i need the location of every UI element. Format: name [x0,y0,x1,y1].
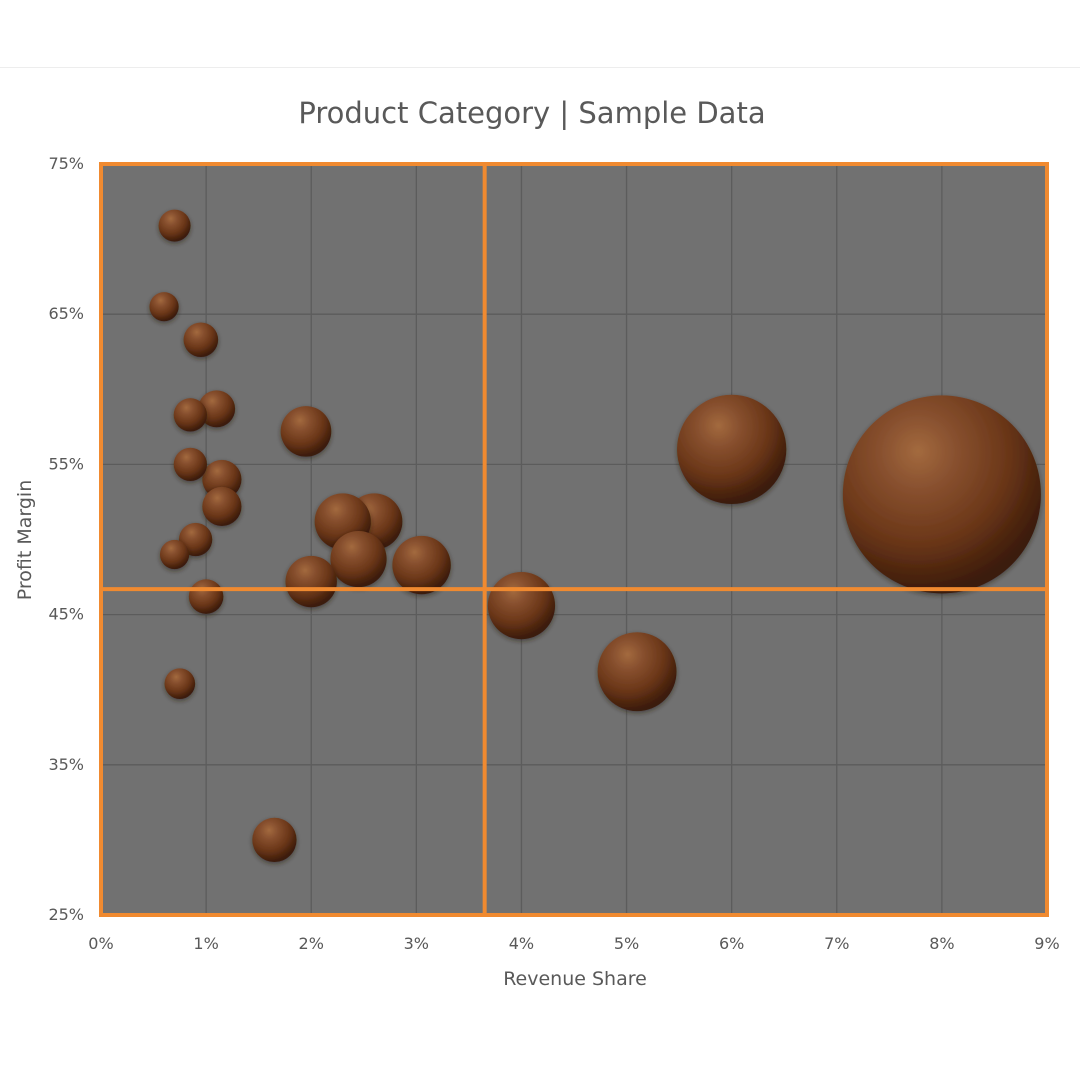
bubble-point [173,398,207,432]
bubble-point [198,390,236,428]
y-tick-label: 55% [48,454,84,473]
bubble-point [202,486,242,527]
x-tick-label: 6% [719,934,744,953]
y-axis-ticks: 25% 35% 45% 55% 65% 75% [48,154,84,924]
x-tick-label: 7% [824,934,849,953]
bubble-point [392,535,451,595]
chart-title: Product Category | Sample Data [298,96,765,130]
y-axis-label: Profit Margin [14,480,36,601]
bubble-point [677,394,787,505]
bubble-point [285,555,337,608]
bubble-point [164,668,196,700]
bubble-point [202,459,242,500]
bubble-point [842,395,1041,594]
y-tick-label: 75% [48,154,84,173]
bubble-point [183,322,219,358]
top-header-bar [0,0,1080,68]
bubble-point [280,406,332,457]
y-tick-label: 25% [48,905,84,924]
x-axis-label: Revenue Share [503,968,647,990]
y-tick-label: 65% [48,304,84,323]
x-tick-label: 4% [509,934,534,953]
y-tick-label: 45% [48,605,84,624]
bubble-point [487,571,556,640]
x-axis-ticks: 0% 1% 2% 3% 4% 5% 6% 7% 8% 9% [88,934,1059,953]
y-tick-label: 35% [48,755,84,774]
bubble-point [149,292,179,322]
plot-border [99,162,1049,917]
x-tick-label: 5% [614,934,639,953]
x-tick-label: 3% [404,934,429,953]
bubble-point [159,539,190,570]
bubbles-layer [149,209,1041,863]
bubble-point [252,817,297,863]
bubble-point [188,579,224,614]
bubble-point [173,447,207,482]
x-tick-label: 9% [1034,934,1059,953]
bubble-point [597,632,677,712]
x-tick-label: 0% [88,934,113,953]
bubble-point [330,530,387,588]
x-tick-label: 8% [929,934,954,953]
bubble-point [158,209,191,242]
x-tick-label: 1% [193,934,218,953]
x-tick-label: 2% [299,934,324,953]
quadrant-lines [101,164,1047,915]
